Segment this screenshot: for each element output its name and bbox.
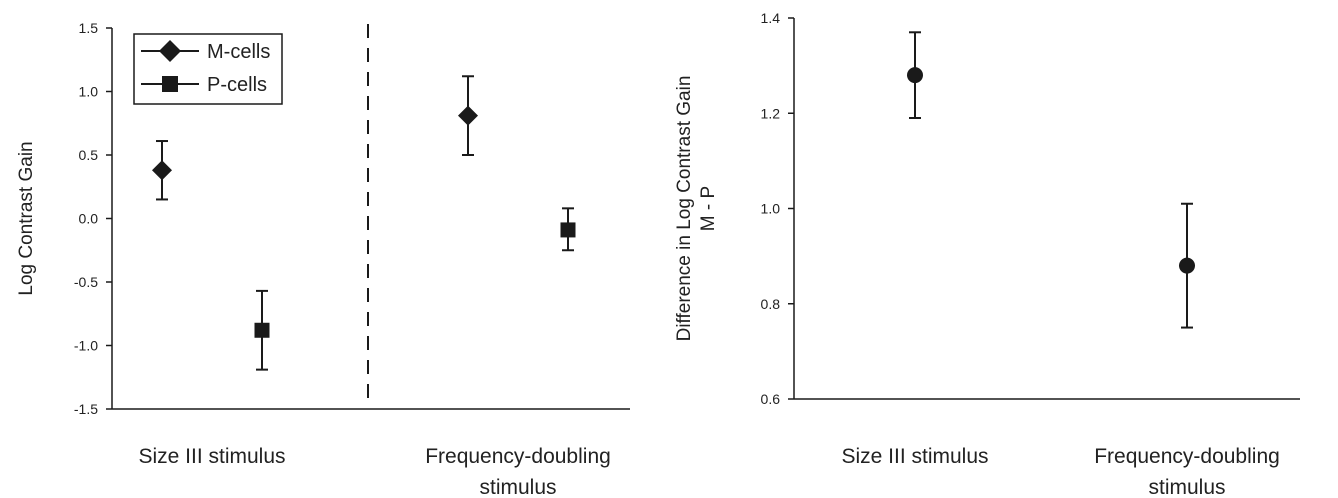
left-x-category-label: stimulus bbox=[479, 476, 556, 498]
right-y-axis-label: Difference in Log Contrast Gain bbox=[674, 76, 695, 342]
right-y-tick-label: 1.2 bbox=[761, 105, 781, 121]
legend-box bbox=[133, 33, 283, 105]
right-y-tick-label: 0.8 bbox=[761, 296, 781, 312]
left-y-tick-label: -1.0 bbox=[74, 338, 98, 354]
left-y-tick-label: -0.5 bbox=[74, 274, 98, 290]
p-cells-point bbox=[254, 322, 270, 338]
left-y-tick-label: 0.0 bbox=[79, 211, 99, 227]
difference-point bbox=[1179, 257, 1195, 274]
left-x-category-label: Frequency-doubling bbox=[425, 445, 611, 468]
left-y-tick-label: 1.5 bbox=[79, 20, 99, 36]
legend-label: P-cells bbox=[207, 74, 267, 96]
right-y-tick-label: 1.4 bbox=[761, 10, 781, 26]
right-y-axis-label: M - P bbox=[698, 186, 719, 231]
right-y-tick-label: 1.0 bbox=[761, 201, 781, 217]
right-y-tick-label: 0.6 bbox=[761, 391, 781, 407]
left-y-tick-label: -1.5 bbox=[74, 401, 98, 417]
right-x-category-label: Frequency-doubling bbox=[1094, 445, 1280, 468]
m-cells-point bbox=[458, 105, 478, 126]
p-cells-point bbox=[560, 222, 576, 238]
m-cells-point bbox=[152, 160, 172, 181]
left-x-category-label: Size III stimulus bbox=[138, 445, 285, 468]
legend-marker bbox=[159, 40, 181, 62]
right-x-category-label: stimulus bbox=[1148, 476, 1225, 498]
legend-label: M-cells bbox=[207, 41, 270, 63]
left-y-tick-label: 1.0 bbox=[79, 84, 99, 100]
difference-point bbox=[907, 67, 923, 84]
right-x-category-label: Size III stimulus bbox=[841, 445, 988, 468]
left-y-tick-label: 0.5 bbox=[79, 147, 99, 163]
left-y-axis-label: Log Contrast Gain bbox=[16, 141, 37, 295]
legend-marker bbox=[162, 76, 178, 92]
